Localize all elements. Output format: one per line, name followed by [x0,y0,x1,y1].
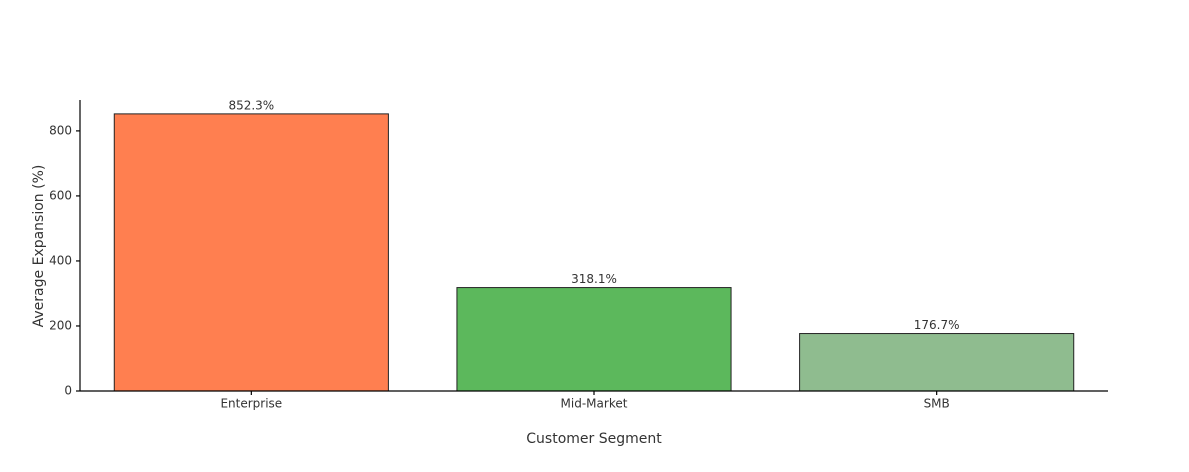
x-tick-label: Enterprise [220,397,282,411]
y-tick-label: 0 [64,384,72,398]
y-axis-title: Average Expansion (%) [31,165,47,328]
x-tick-label: Mid-Market [561,397,628,411]
y-tick-label: 800 [49,123,72,137]
value-label: 176.7% [914,318,960,332]
x-axis-title: Customer Segment [526,431,662,447]
x-tick-label: SMB [924,397,950,411]
bar [799,333,1075,392]
value-label: 852.3% [228,98,274,112]
y-tick-label: 400 [49,253,72,267]
bar [456,287,732,392]
y-tick-label: 200 [49,318,72,332]
y-tick-label: 600 [49,188,72,202]
bar [113,113,389,392]
value-label: 318.1% [571,272,617,286]
